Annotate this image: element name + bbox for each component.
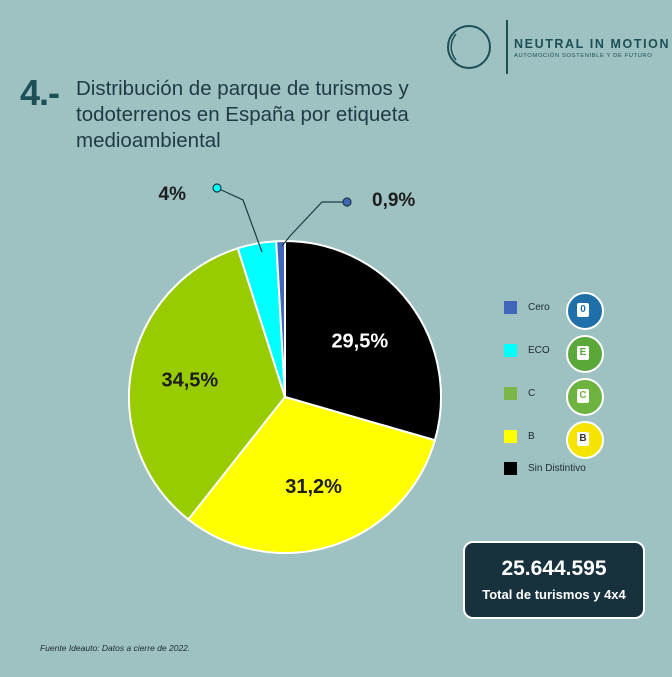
total-box: 25.644.595 Total de turismos y 4x4 (463, 541, 645, 619)
legend-item-cero: Cero 0 (504, 290, 624, 330)
legend-label: Cero (528, 302, 550, 313)
pie-slice-cero (275, 239, 286, 398)
slice-label-c: 34,5% (161, 370, 218, 392)
brand-tagline: AUTOMOCIÓN SOSTENIBLE Y DE FUTURO (514, 53, 653, 59)
legend-label: B (528, 431, 535, 442)
leader-line (281, 201, 347, 247)
total-value: 25.644.595 (501, 557, 607, 580)
environmental-badge-icon: E (566, 335, 604, 373)
brand-logo: NEUTRAL IN MOTION AUTOMOCIÓN SOSTENIBLE … (446, 20, 669, 76)
legend-item-eco: ECO E (504, 333, 624, 373)
environmental-badge-icon: B (566, 421, 604, 459)
legend-swatch (504, 462, 517, 475)
badge-letter: C (577, 389, 589, 403)
legend-item-sin-distintivo: Sin Distintivo (504, 462, 624, 502)
legend-swatch (504, 344, 517, 357)
slice-label-cero: 0,9% (372, 190, 415, 211)
slice-label-eco: 4% (159, 184, 187, 205)
leader-dot (342, 197, 352, 207)
leader-line (216, 187, 263, 253)
badge-letter: 0 (577, 303, 589, 317)
legend-swatch (504, 430, 517, 443)
legend-label: ECO (528, 345, 550, 356)
badge-letter: B (577, 432, 589, 446)
slice-label-b: 31,2% (285, 476, 342, 498)
pie-slice-b (186, 395, 437, 554)
legend-swatch (504, 387, 517, 400)
legend-label: Sin Distintivo (528, 463, 586, 474)
legend-swatch (504, 301, 517, 314)
environmental-badge-icon: 0 (566, 292, 604, 330)
legend-label: C (528, 388, 536, 399)
section-number: 4.- (20, 72, 60, 113)
source-note: Fuente Ideauto: Datos a cierre de 2022. (40, 643, 191, 653)
logo-circle-icon (447, 25, 491, 69)
total-label: Total de turismos y 4x4 (482, 587, 626, 602)
slice-label-sin-distintivo: 29,5% (331, 331, 388, 353)
brand-name: NEUTRAL IN MOTION (514, 37, 671, 51)
pie-slice-sin-distintivo (284, 239, 442, 442)
logo-divider (506, 20, 508, 74)
environmental-badge-icon: C (566, 378, 604, 416)
leader-dot (212, 183, 222, 193)
chart-title: Distribución de parque de turismos y tod… (76, 77, 409, 152)
badge-letter: E (577, 346, 589, 360)
pie-slice-c (128, 247, 287, 521)
